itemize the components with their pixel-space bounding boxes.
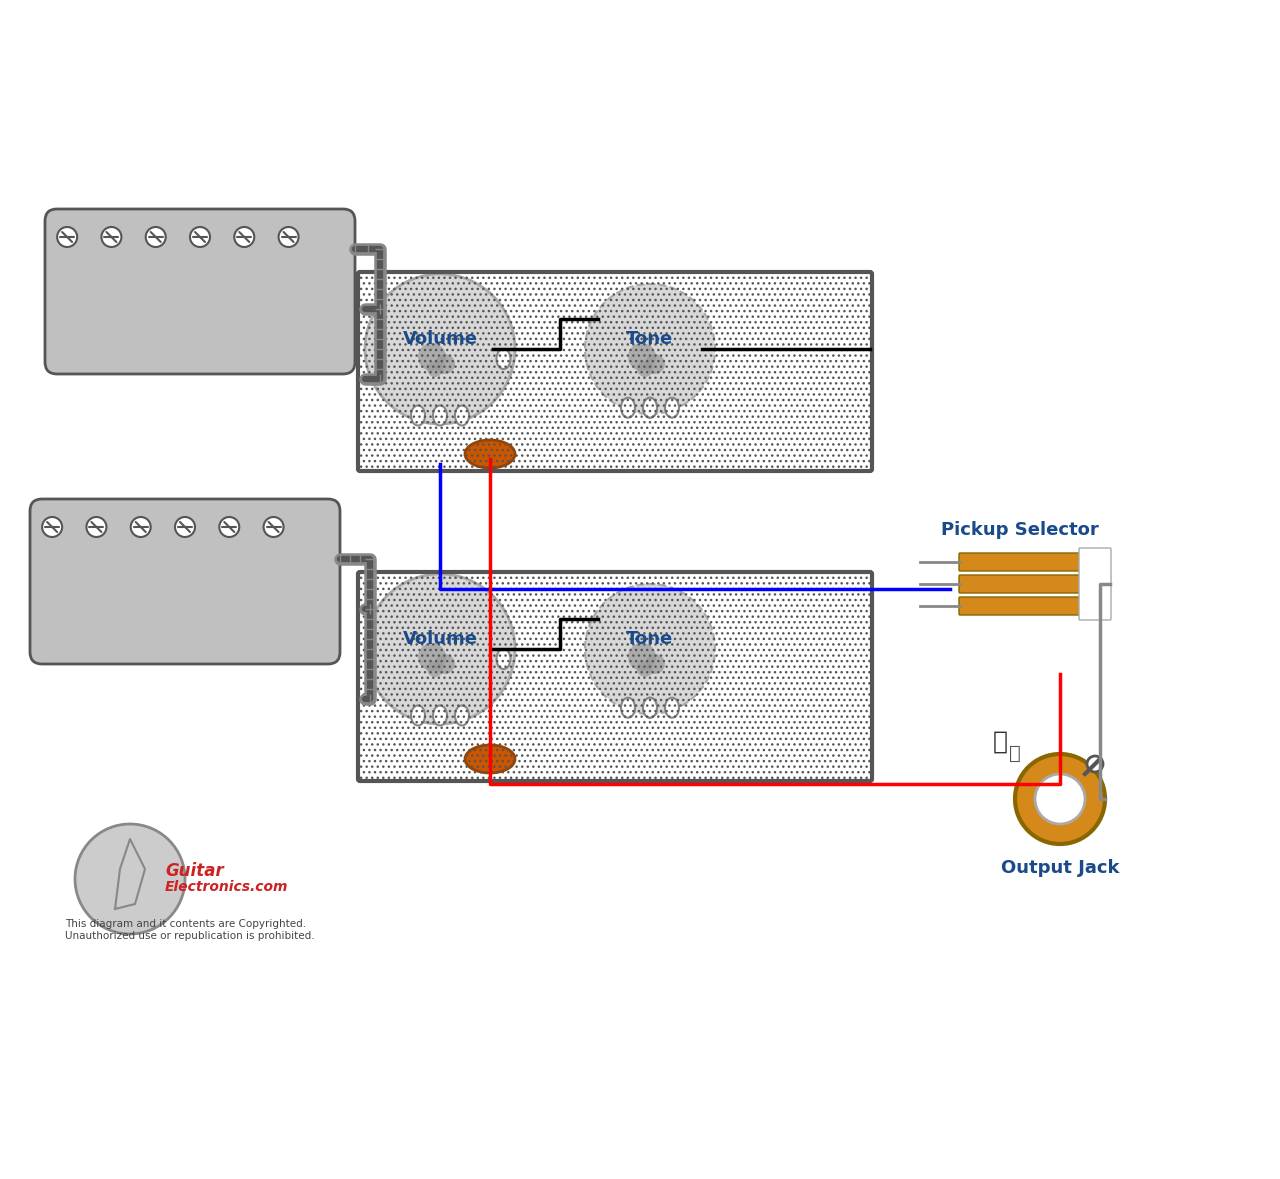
Ellipse shape [497, 349, 511, 369]
Circle shape [1087, 756, 1103, 772]
Circle shape [435, 654, 454, 674]
FancyBboxPatch shape [45, 209, 355, 374]
Circle shape [645, 354, 666, 374]
Circle shape [628, 343, 657, 371]
Ellipse shape [666, 397, 678, 417]
Circle shape [219, 518, 239, 536]
Circle shape [599, 598, 700, 699]
Circle shape [1015, 755, 1105, 844]
Ellipse shape [433, 406, 447, 426]
FancyBboxPatch shape [29, 499, 340, 664]
Circle shape [101, 228, 122, 246]
Circle shape [1036, 773, 1085, 824]
Circle shape [637, 661, 653, 677]
Ellipse shape [643, 397, 657, 417]
Text: Electronics.com: Electronics.com [165, 880, 288, 894]
Text: Pickup Selector: Pickup Selector [941, 521, 1098, 539]
Ellipse shape [643, 698, 657, 718]
Ellipse shape [454, 406, 468, 426]
Ellipse shape [643, 698, 657, 718]
Circle shape [365, 274, 515, 424]
Circle shape [419, 343, 445, 371]
Circle shape [645, 654, 666, 674]
Ellipse shape [465, 440, 515, 468]
Circle shape [585, 284, 716, 414]
Ellipse shape [497, 648, 511, 668]
Circle shape [87, 518, 106, 536]
Text: Guitar: Guitar [165, 862, 224, 880]
Circle shape [58, 228, 77, 246]
Ellipse shape [465, 745, 515, 773]
Ellipse shape [411, 705, 425, 725]
Circle shape [428, 661, 443, 677]
Circle shape [628, 643, 657, 671]
Ellipse shape [621, 698, 635, 718]
Ellipse shape [621, 397, 635, 417]
Circle shape [76, 824, 186, 934]
Text: ⏚: ⏚ [1009, 744, 1021, 763]
FancyBboxPatch shape [1079, 548, 1111, 620]
Circle shape [637, 361, 653, 377]
Ellipse shape [454, 705, 468, 725]
Circle shape [131, 518, 151, 536]
Circle shape [365, 574, 515, 724]
Text: Tone: Tone [626, 330, 673, 348]
Circle shape [279, 228, 298, 246]
FancyBboxPatch shape [959, 597, 1082, 615]
Text: Tone: Tone [626, 630, 673, 648]
Text: Volume: Volume [402, 630, 477, 648]
Circle shape [175, 518, 195, 536]
Text: ⏚: ⏚ [992, 730, 1007, 755]
Ellipse shape [643, 397, 657, 417]
Circle shape [381, 290, 498, 408]
Circle shape [435, 354, 454, 374]
Ellipse shape [433, 705, 447, 725]
FancyBboxPatch shape [959, 553, 1082, 571]
Circle shape [381, 591, 498, 707]
Circle shape [419, 643, 445, 671]
Circle shape [189, 228, 210, 246]
Circle shape [42, 518, 63, 536]
Circle shape [234, 228, 255, 246]
Circle shape [264, 518, 284, 536]
Text: This diagram and it contents are Copyrighted.
Unauthorized use or republication : This diagram and it contents are Copyrig… [65, 918, 315, 941]
FancyBboxPatch shape [959, 575, 1082, 593]
Circle shape [585, 584, 716, 714]
Circle shape [146, 228, 165, 246]
Circle shape [599, 298, 700, 400]
Text: Output Jack: Output Jack [1001, 859, 1119, 877]
Ellipse shape [411, 406, 425, 426]
Text: Volume: Volume [402, 330, 477, 348]
Circle shape [428, 361, 443, 377]
Ellipse shape [666, 698, 678, 718]
